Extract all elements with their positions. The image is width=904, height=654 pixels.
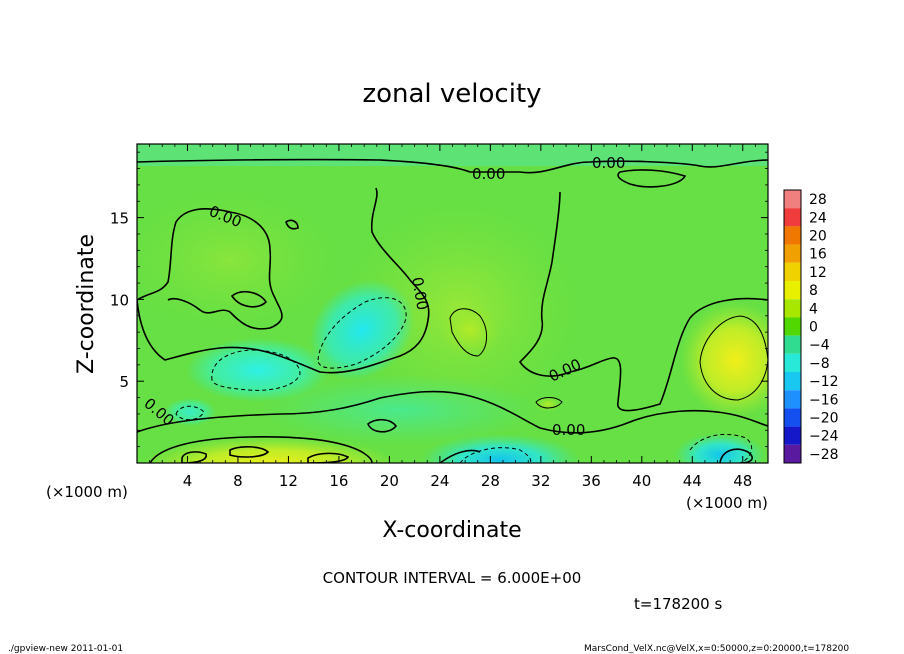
y-axis-label: Z-coordinate [74, 234, 99, 374]
colorbar-label-4: 12 [809, 265, 827, 281]
colorbar-label-5: 8 [809, 283, 818, 299]
colorbar-swatch-2 [784, 226, 801, 245]
field-lime-small [534, 396, 562, 412]
colorbar-swatch-8 [784, 335, 801, 354]
contour-zero-left-lower [137, 187, 430, 374]
colorbar-label-3: 16 [809, 247, 827, 263]
footer-right: MarsCond_VelX.nc@VelX,x=0:50000,z=0:2000… [584, 644, 849, 654]
contour-interval-text: CONTOUR INTERVAL = 6.000E+00 [323, 569, 582, 587]
colorbar: 28 24 20 16 12 8 4 0 −4 −8 −12 −16 −20 −24 −28 [783, 189, 839, 464]
colorbar-label-1: 24 [809, 210, 827, 226]
field-aqua-lowcenter [260, 375, 540, 445]
contour-positive-bottom-center [439, 449, 481, 463]
x-axis: 4 8 12 16 20 24 28 32 36 40 44 48 [149, 144, 756, 490]
contour-negative-left [211, 349, 301, 391]
x-tick-label-10: 44 [683, 472, 702, 490]
field-yellow-right [680, 302, 768, 418]
field-cyan-core-1 [186, 338, 330, 402]
colorbar-swatch-0 [784, 190, 801, 209]
y-tick-label-1: 10 [110, 291, 129, 309]
y-unit-label: (×1000 m) [686, 494, 768, 512]
colorbar-label-2: 20 [809, 229, 827, 245]
x-unit-label: (×1000 m) [46, 483, 128, 501]
x-tick-label-7: 32 [531, 472, 550, 490]
plot-area: 0.00 0.00 0.00 0.00 0.00 0.00 0.00 [137, 144, 768, 463]
x-tick-label-5: 24 [430, 472, 449, 490]
colorbar-swatch-4 [784, 262, 801, 281]
time-text: t=178200 s [634, 595, 722, 613]
colorbar-swatch-5 [784, 281, 801, 300]
colorbar-label-9: −8 [809, 356, 830, 372]
field-lightgreen-left [137, 190, 340, 330]
colorbar-label-13: −24 [809, 429, 839, 445]
contour-small-island-2 [285, 219, 299, 230]
field-blue-bottom-center [420, 434, 580, 463]
colorbar-swatch-7 [784, 317, 801, 336]
contour-label-3: 0.00 [408, 276, 432, 312]
y-axis: 5 10 15 [110, 151, 768, 448]
field-lime-center [440, 304, 500, 356]
y-tick-label-2: 15 [110, 210, 129, 228]
contour-zero-topright-island [617, 169, 687, 188]
colorbar-label-12: −20 [809, 411, 839, 427]
colorbar-label-0: 28 [809, 192, 827, 208]
x-tick-label-0: 4 [183, 472, 193, 490]
field-blue-bottom-right [674, 433, 766, 463]
colorbar-swatch-1 [784, 208, 801, 227]
colorbar-label-10: −12 [809, 374, 839, 390]
colorbar-swatch-3 [784, 244, 801, 263]
x-tick-label-2: 12 [279, 472, 298, 490]
y-tick-label-0: 5 [119, 373, 129, 391]
x-axis-label: X-coordinate [382, 518, 521, 543]
colorbar-swatch-9 [784, 353, 801, 372]
colorbar-swatch-13 [784, 426, 801, 445]
x-tick-label-3: 16 [329, 472, 348, 490]
x-tick-label-1: 8 [233, 472, 243, 490]
colorbar-label-7: 0 [809, 320, 818, 336]
contour-small-island-1 [230, 290, 268, 308]
x-tick-label-4: 20 [380, 472, 399, 490]
x-tick-label-11: 48 [733, 472, 752, 490]
colorbar-label-11: −16 [809, 392, 839, 408]
contour-lines [137, 158, 768, 463]
colorbar-swatch-10 [784, 372, 801, 391]
colorbar-swatch-14 [784, 444, 801, 463]
colorbar-label-8: −4 [809, 338, 830, 354]
footer-left: ./gpview-new 2011-01-01 [8, 644, 123, 654]
contour-negative-center-diag [317, 297, 407, 369]
contour-zero-top [137, 158, 768, 174]
colorbar-swatch-12 [784, 408, 801, 427]
field-cyan-core-2 [309, 279, 415, 381]
contour-zero-left-upper [137, 208, 283, 330]
contour-negative-small-left [175, 405, 205, 421]
contour-positive-right [699, 315, 768, 401]
contour-small-island-3 [367, 418, 398, 433]
chart-title: zonal velocity [362, 79, 541, 109]
x-tick-label-8: 36 [582, 472, 601, 490]
x-tick-label-6: 28 [481, 472, 500, 490]
contour-label-1: 0.00 [592, 154, 625, 172]
colorbar-swatch-6 [784, 299, 801, 318]
colorbar-swatch-11 [784, 390, 801, 409]
contour-positive-small-center [535, 397, 563, 409]
contour-positive-center [449, 308, 487, 357]
contour-lines-negative [175, 297, 753, 463]
contour-label-0: 0.00 [472, 165, 505, 183]
contour-label-6: 0.00 [552, 421, 585, 439]
contour-positive-bottom-left [149, 436, 373, 463]
contour-zero-center-right [518, 191, 768, 412]
colorbar-frame [783, 189, 802, 464]
contour-positive-small-2 [229, 446, 270, 458]
colorbar-label-14: −28 [809, 447, 839, 463]
contour-positive-bottom-right [719, 448, 753, 463]
colorbar-label-6: 4 [809, 301, 818, 317]
x-tick-label-9: 40 [632, 472, 651, 490]
contour-negative-center-bottom [459, 447, 532, 463]
contour-negative-right-bottom [689, 433, 753, 463]
contour-zero-bottom-band [137, 390, 768, 434]
